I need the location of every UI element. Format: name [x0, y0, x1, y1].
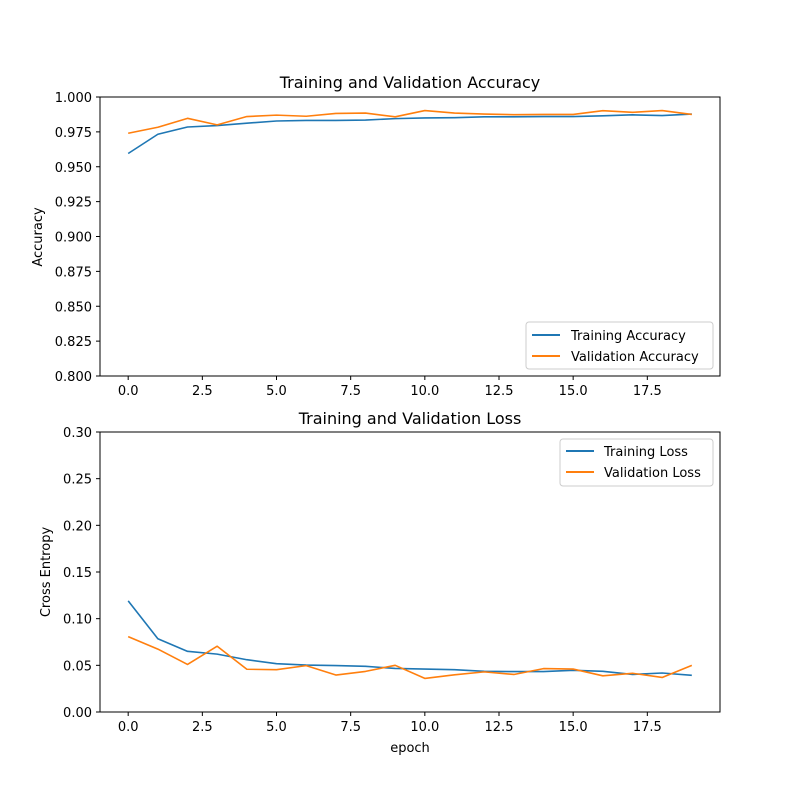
loss-x-tick-label: 7.5 — [340, 720, 361, 735]
accuracy-y-tick-label: 0.875 — [55, 265, 92, 280]
loss-y-tick-label: 0.15 — [63, 566, 92, 581]
accuracy-y-tick-label: 0.950 — [55, 161, 92, 176]
loss-y-tick-label: 0.25 — [63, 473, 92, 488]
loss-y-tick-label: 0.20 — [63, 519, 92, 534]
accuracy-x-tick-label: 0.0 — [118, 384, 139, 399]
loss-x-tick-label: 12.5 — [485, 720, 514, 735]
accuracy-series-layer — [127, 109, 692, 155]
accuracy-x-tick-label: 7.5 — [340, 384, 361, 399]
accuracy-legend-label-validation: Validation Accuracy — [571, 350, 699, 365]
accuracy-chart-title: Training and Validation Accuracy — [279, 73, 541, 92]
loss-x-tick-label: 15.0 — [559, 720, 588, 735]
loss-x-tick-label: 17.5 — [633, 720, 662, 735]
accuracy-x-tick-label: 15.0 — [559, 384, 588, 399]
accuracy-y-tick-label: 0.975 — [55, 126, 92, 141]
accuracy-x-tick-label: 12.5 — [485, 384, 514, 399]
loss-x-tick-label: 5.0 — [266, 720, 287, 735]
loss-x-axis-label: epoch — [390, 741, 430, 756]
loss-legend-label-validation: Validation Loss — [604, 466, 701, 481]
loss-y-tick-label: 0.10 — [63, 613, 92, 628]
accuracy-legend-box — [525, 321, 714, 370]
training-loss-line — [127, 600, 692, 677]
validation-accuracy-line — [128, 109, 692, 135]
accuracy-y-tick-label: 0.850 — [55, 300, 92, 315]
accuracy-y-tick-label: 0.900 — [55, 231, 92, 246]
loss-y-tick-label: 0.00 — [63, 706, 92, 721]
accuracy-legend: Training Accuracy Validation Accuracy — [525, 321, 714, 370]
accuracy-y-tick-label: 0.800 — [55, 370, 92, 385]
accuracy-y-tick-label: 0.925 — [55, 196, 92, 211]
validation-loss-line — [127, 635, 693, 680]
training-accuracy-line — [127, 113, 692, 155]
loss-legend-box — [559, 438, 714, 487]
accuracy-x-tick-label: 2.5 — [192, 384, 213, 399]
loss-y-tick-label: 0.05 — [63, 659, 92, 674]
loss-x-tick-label: 0.0 — [118, 720, 139, 735]
accuracy-x-tick-label: 5.0 — [266, 384, 287, 399]
accuracy-y-axis-label: Accuracy — [31, 207, 46, 267]
loss-y-axis-label: Cross Entropy — [39, 527, 54, 618]
accuracy-x-tick-label: 10.0 — [410, 384, 439, 399]
loss-ticks: 0.0 2.5 5.0 7.5 10.0 12.5 15.0 17.5 0.00 0.05 0.10… — [63, 426, 662, 735]
accuracy-y-tick-label: 1.000 — [55, 91, 92, 106]
loss-chart: Training and Validation Loss Cross Entro… — [39, 409, 721, 756]
accuracy-chart: Training and Validation Accuracy Accurac… — [31, 73, 721, 399]
accuracy-legend-label-training: Training Accuracy — [570, 329, 686, 344]
loss-series-layer — [127, 600, 693, 680]
loss-legend-label-training: Training Loss — [603, 445, 688, 460]
loss-y-tick-label: 0.30 — [63, 426, 92, 441]
accuracy-ticks: 0.0 2.5 5.0 7.5 10.0 12.5 15.0 17.5 0.800 0.825 0.… — [55, 91, 662, 399]
accuracy-x-tick-label: 17.5 — [633, 384, 662, 399]
loss-chart-title: Training and Validation Loss — [298, 409, 522, 428]
loss-x-tick-label: 10.0 — [410, 720, 439, 735]
loss-x-tick-label: 2.5 — [192, 720, 213, 735]
loss-legend: Training Loss Validation Loss — [559, 438, 714, 487]
accuracy-y-tick-label: 0.825 — [55, 335, 92, 350]
